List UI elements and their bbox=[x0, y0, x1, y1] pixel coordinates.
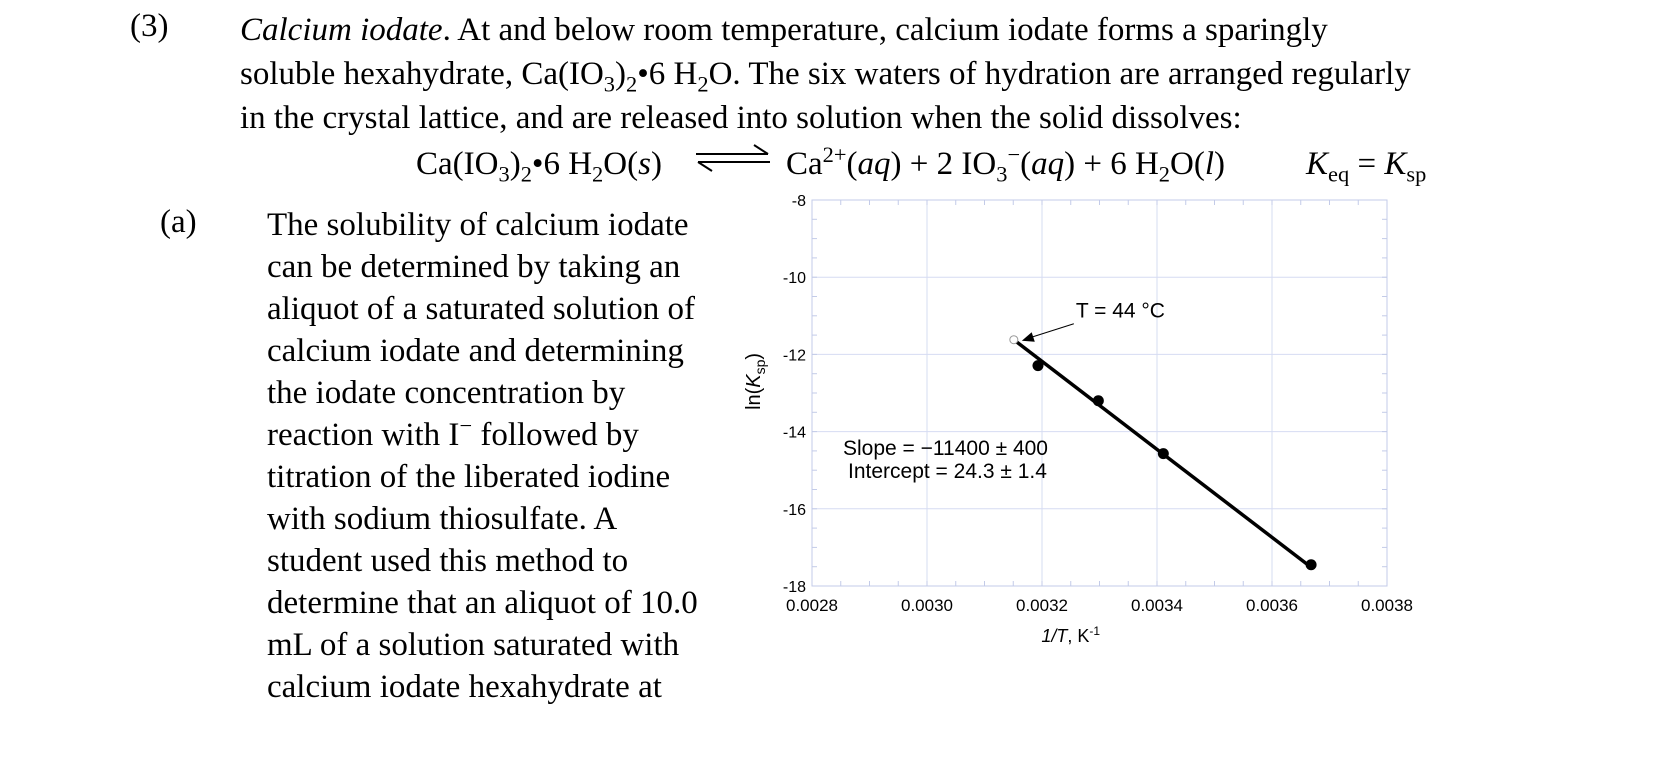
part-a-line: reaction with I− followed by bbox=[267, 413, 639, 453]
x-tick-labels: 0.0028 0.0030 0.0032 0.0034 0.0036 0.0038 bbox=[786, 596, 1413, 615]
equation-products: Ca2+(aq) + 2 IO3−(aq) + 6 H2O(l) bbox=[786, 142, 1225, 187]
intercept-label: Intercept = 24.3 ± 1.4 bbox=[848, 460, 1047, 483]
intro-line-1: Calcium iodate. At and below room temper… bbox=[240, 8, 1411, 52]
question-number: (3) bbox=[130, 8, 169, 44]
part-a-line: mL of a solution saturated with bbox=[267, 627, 680, 663]
equation-constant: Keq = Ksp bbox=[1306, 146, 1427, 187]
intro-paragraph: Calcium iodate. At and below room temper… bbox=[240, 8, 1411, 140]
temperature-label: T = 44 °C bbox=[1076, 300, 1165, 323]
part-a-line: titration of the liberated iodine bbox=[267, 459, 671, 495]
open-data-point bbox=[1009, 335, 1019, 345]
temperature-pointer-arrowhead bbox=[1021, 332, 1035, 342]
part-a-line: calcium iodate and determining bbox=[267, 333, 684, 369]
y-tick-label: -18 bbox=[783, 579, 806, 596]
part-a-text: The solubility of calcium iodate can be d… bbox=[267, 204, 698, 708]
part-a-line: calcium iodate hexahydrate at bbox=[267, 669, 662, 705]
x-tick-label: 0.0036 bbox=[1246, 596, 1298, 615]
temperature-pointer-line bbox=[1029, 323, 1074, 339]
data-points bbox=[1032, 360, 1317, 571]
data-point bbox=[1305, 559, 1317, 571]
y-tick-labels: -8 -10 -12 -14 -16 -18 bbox=[783, 193, 806, 596]
y-tick-label: -14 bbox=[783, 425, 806, 442]
x-tick-label: 0.0032 bbox=[1016, 596, 1068, 615]
chart-grid bbox=[811, 199, 1388, 587]
part-a-line: the iodate concentration by bbox=[267, 375, 626, 411]
part-a-line: with sodium thiosulfate. A bbox=[267, 501, 618, 537]
y-tick-label: -16 bbox=[783, 502, 806, 519]
part-a-line: can be determined by taking an bbox=[267, 249, 681, 285]
equilibrium-arrow-icon bbox=[694, 140, 772, 187]
data-point bbox=[1157, 448, 1169, 460]
y-tick-label: -12 bbox=[783, 347, 806, 364]
question-title: Calcium iodate bbox=[240, 12, 443, 48]
plot-frame bbox=[811, 199, 1388, 587]
equation-reactant: Ca(IO3)2•6 H2O(s) bbox=[416, 146, 662, 187]
equilibrium-arrow-svg bbox=[696, 144, 770, 172]
x-tick-label: 0.0030 bbox=[901, 596, 953, 615]
x-tick-label: 0.0038 bbox=[1361, 596, 1413, 615]
part-a-line: determine that an aliquot of 10.0 bbox=[267, 585, 698, 621]
part-a-label: (a) bbox=[160, 204, 197, 240]
intro-line-3: in the crystal lattice, and are released… bbox=[240, 100, 1242, 136]
y-tick-label: -8 bbox=[792, 193, 806, 210]
slope-label: Slope = −11400 ± 400 bbox=[843, 437, 1048, 460]
temperature-annotation: T = 44 °C bbox=[1021, 300, 1165, 342]
part-a-line: aliquot of a saturated solution of bbox=[267, 291, 695, 327]
data-point bbox=[1092, 395, 1104, 407]
lnksp-vs-inverse-temperature-chart: -8-10-12-14-16-18 0.0028 0.0030 0.0032 0.00… bbox=[743, 193, 1413, 646]
x-tick-label: 0.0034 bbox=[1131, 596, 1183, 615]
y-tick-label: -10 bbox=[783, 270, 806, 287]
data-point bbox=[1032, 360, 1044, 372]
intro-line-1-text: . At and below room temperature, calcium… bbox=[442, 12, 1328, 48]
y-axis-label: ln(Ksp) bbox=[743, 353, 768, 410]
x-axis-label: 1/T, K-1 bbox=[1041, 624, 1100, 646]
intro-line-2: soluble hexahydrate, Ca(IO3)2•6 H2O. The… bbox=[240, 56, 1411, 97]
part-a-line: student used this method to bbox=[267, 543, 629, 579]
part-a-line: The solubility of calcium iodate bbox=[267, 207, 689, 243]
x-tick-label: 0.0028 bbox=[786, 596, 838, 615]
